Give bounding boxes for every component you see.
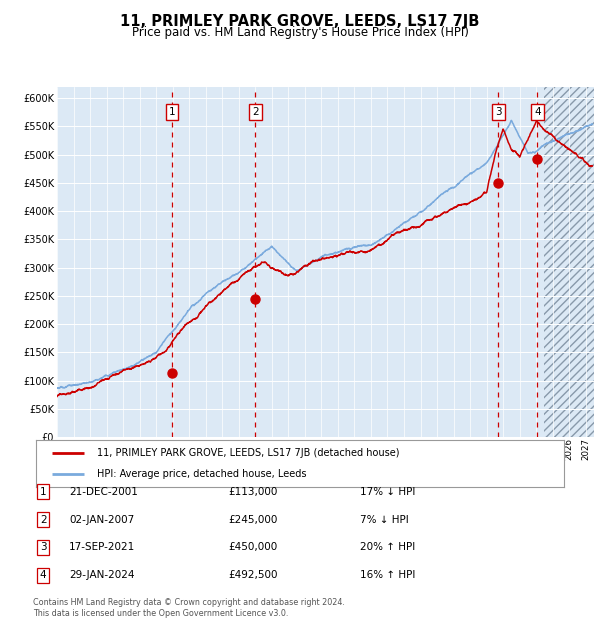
Text: 16% ↑ HPI: 16% ↑ HPI [360, 570, 415, 580]
Text: £450,000: £450,000 [228, 542, 277, 552]
Text: 1: 1 [169, 107, 175, 117]
Text: 21-DEC-2001: 21-DEC-2001 [69, 487, 138, 497]
Text: £492,500: £492,500 [228, 570, 277, 580]
Text: 3: 3 [495, 107, 502, 117]
Text: 4: 4 [40, 570, 47, 580]
Text: 17-SEP-2021: 17-SEP-2021 [69, 542, 135, 552]
Text: Price paid vs. HM Land Registry's House Price Index (HPI): Price paid vs. HM Land Registry's House … [131, 26, 469, 39]
Text: 17% ↓ HPI: 17% ↓ HPI [360, 487, 415, 497]
Text: 2: 2 [40, 515, 47, 525]
Text: 4: 4 [534, 107, 541, 117]
Text: 29-JAN-2024: 29-JAN-2024 [69, 570, 134, 580]
Bar [544, 87, 594, 437]
Text: £113,000: £113,000 [228, 487, 277, 497]
Text: This data is licensed under the Open Government Licence v3.0.: This data is licensed under the Open Gov… [33, 609, 289, 618]
Text: 02-JAN-2007: 02-JAN-2007 [69, 515, 134, 525]
Text: £245,000: £245,000 [228, 515, 277, 525]
Text: Contains HM Land Registry data © Crown copyright and database right 2024.: Contains HM Land Registry data © Crown c… [33, 598, 345, 607]
Text: HPI: Average price, detached house, Leeds: HPI: Average price, detached house, Leed… [97, 469, 306, 479]
Text: 2: 2 [252, 107, 259, 117]
Text: 20% ↑ HPI: 20% ↑ HPI [360, 542, 415, 552]
Text: 1: 1 [40, 487, 47, 497]
Text: 3: 3 [40, 542, 47, 552]
Text: 11, PRIMLEY PARK GROVE, LEEDS, LS17 7JB (detached house): 11, PRIMLEY PARK GROVE, LEEDS, LS17 7JB … [97, 448, 399, 458]
Text: 11, PRIMLEY PARK GROVE, LEEDS, LS17 7JB: 11, PRIMLEY PARK GROVE, LEEDS, LS17 7JB [121, 14, 479, 29]
Text: 7% ↓ HPI: 7% ↓ HPI [360, 515, 409, 525]
